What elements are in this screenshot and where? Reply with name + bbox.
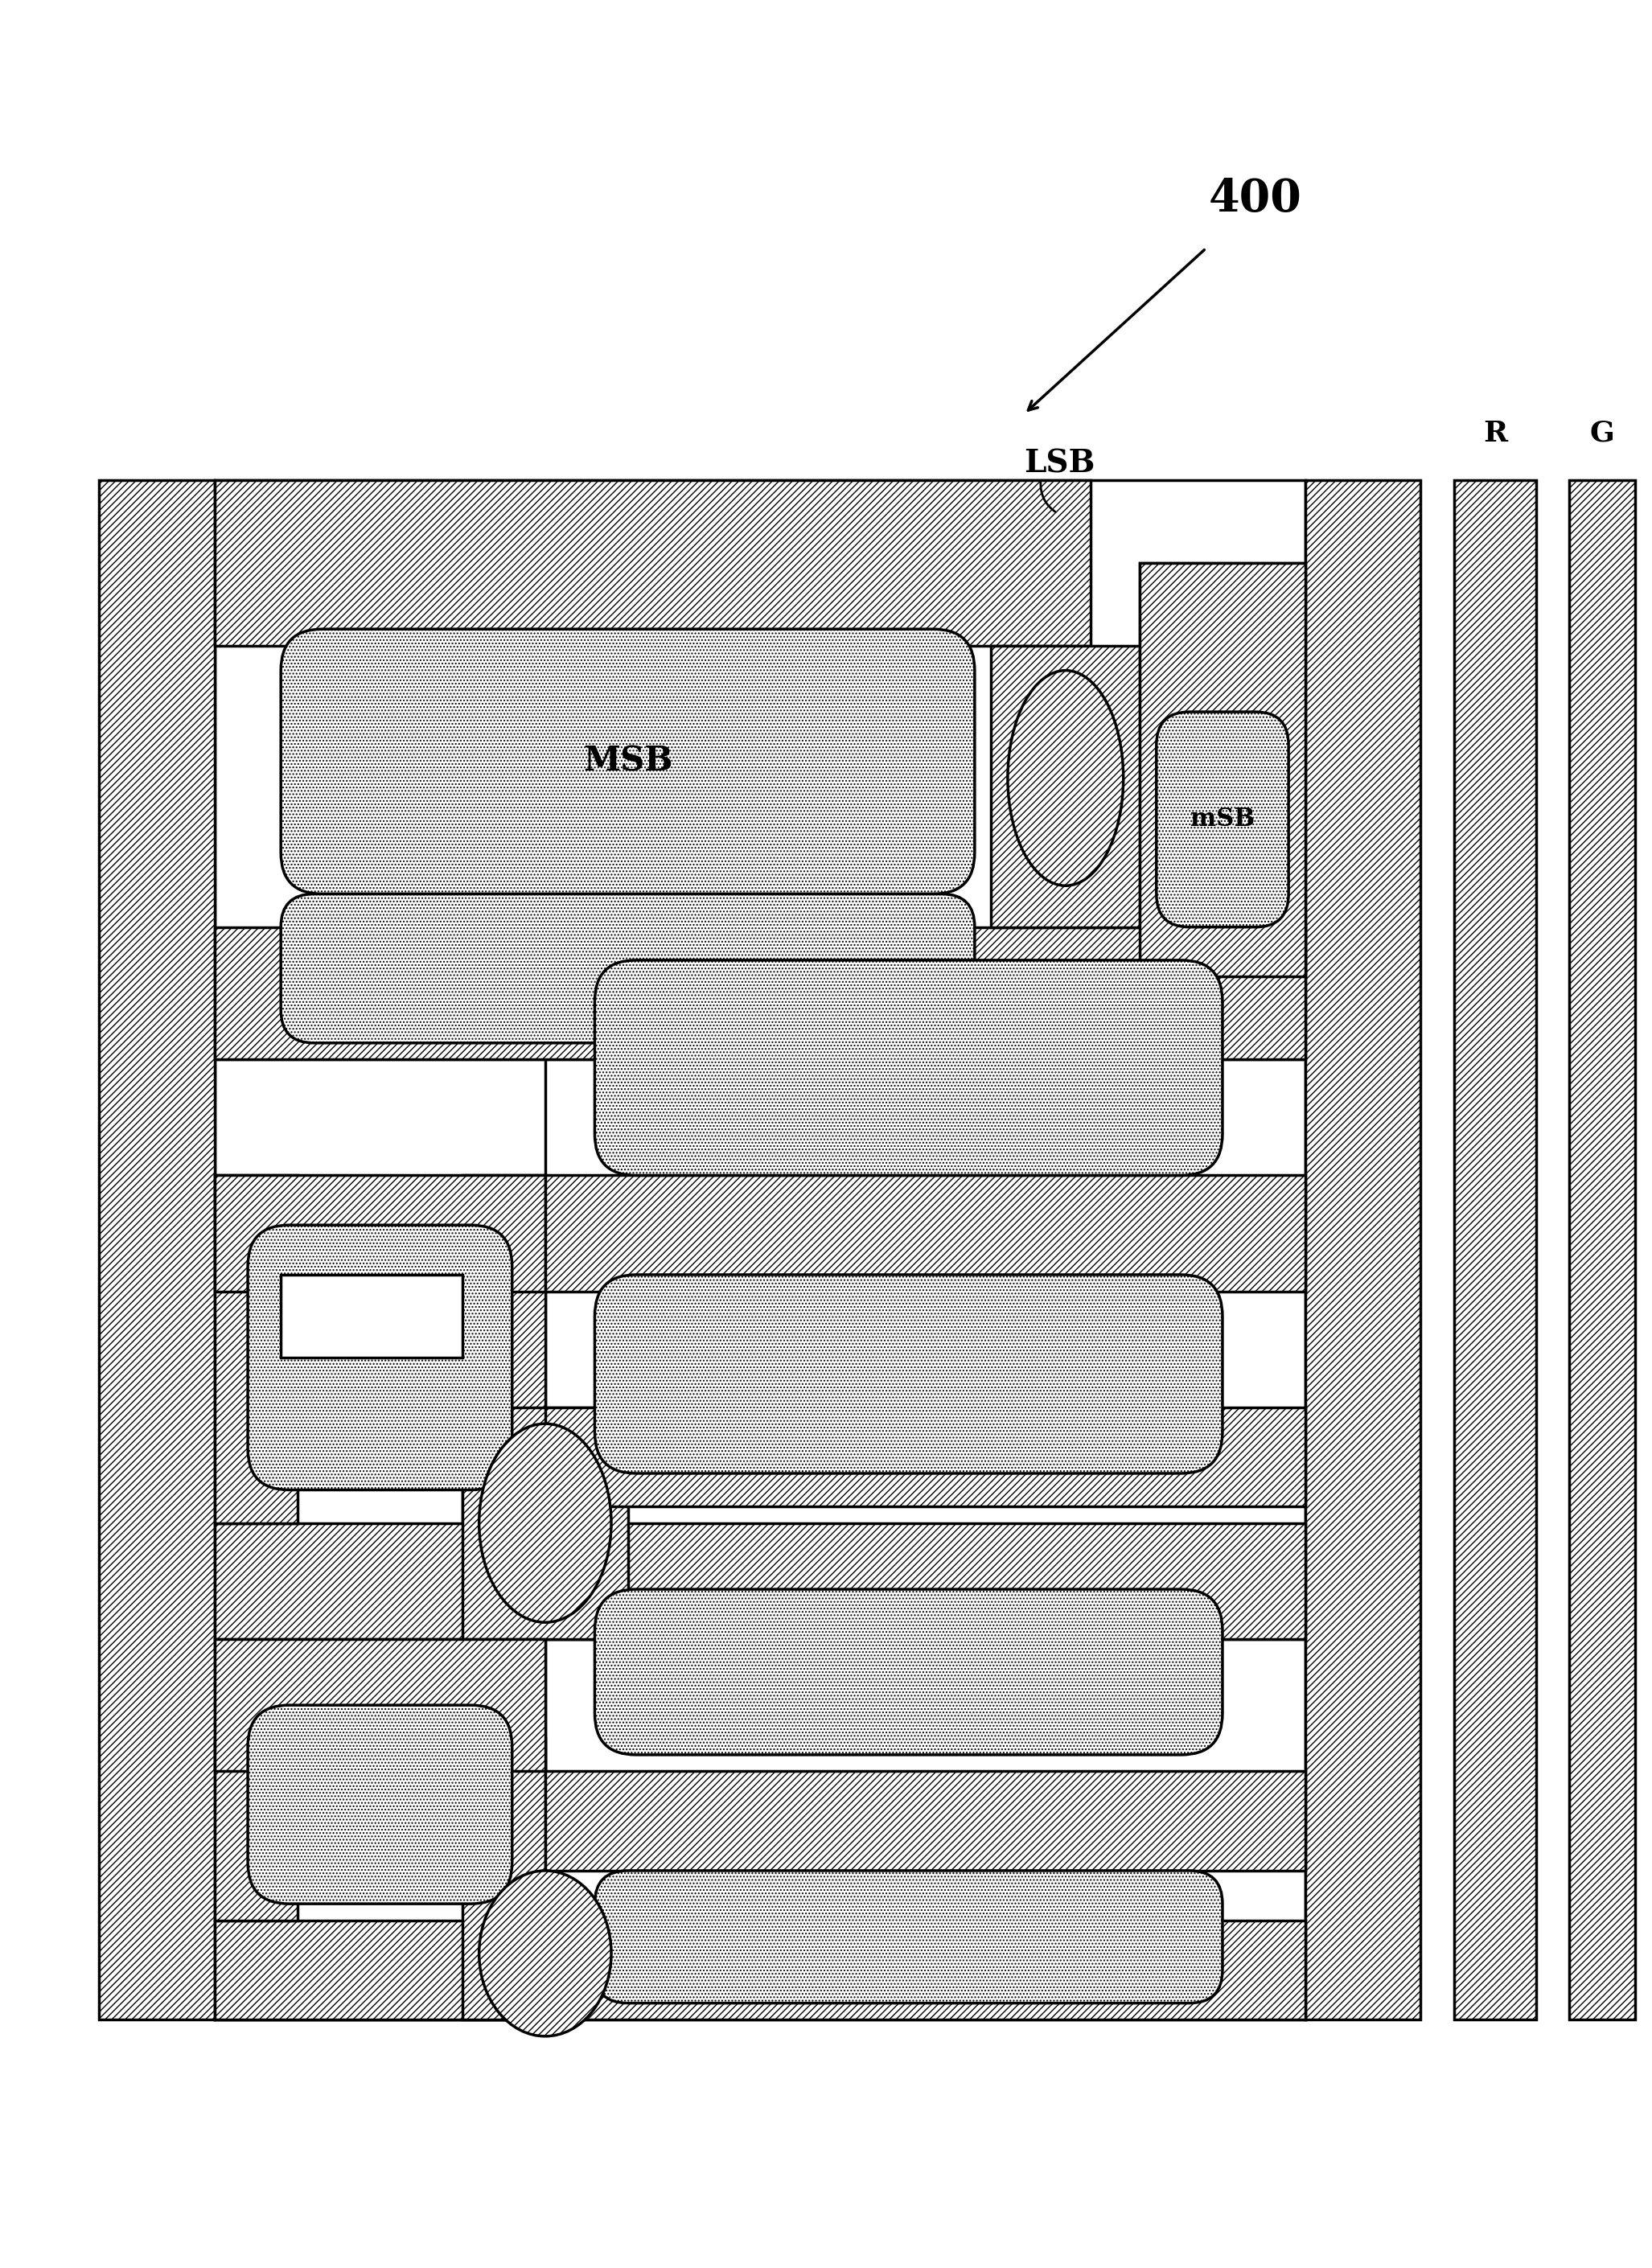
Ellipse shape bbox=[1008, 671, 1123, 887]
Bar bbox=[215, 1175, 297, 1524]
Bar bbox=[991, 646, 1140, 928]
FancyBboxPatch shape bbox=[595, 1275, 1222, 1474]
Bar bbox=[215, 1059, 545, 1640]
Text: LSB: LSB bbox=[1024, 449, 1095, 479]
FancyBboxPatch shape bbox=[248, 1225, 512, 1490]
FancyBboxPatch shape bbox=[248, 1706, 512, 1903]
Bar bbox=[545, 1771, 1305, 1871]
Text: MSB: MSB bbox=[583, 744, 672, 778]
Bar bbox=[215, 1175, 545, 1290]
Text: mSB: mSB bbox=[1189, 807, 1256, 832]
FancyBboxPatch shape bbox=[1156, 712, 1289, 928]
Bar bbox=[99, 481, 215, 2021]
Text: R: R bbox=[1483, 420, 1507, 447]
Bar bbox=[215, 1737, 297, 1921]
Text: 400: 400 bbox=[1209, 177, 1302, 220]
Bar bbox=[1569, 481, 1635, 2021]
Bar bbox=[1140, 562, 1305, 978]
Bar bbox=[281, 1275, 463, 1359]
Ellipse shape bbox=[479, 1424, 611, 1622]
FancyBboxPatch shape bbox=[595, 1871, 1222, 2003]
Bar bbox=[215, 481, 1090, 646]
Bar bbox=[215, 1640, 545, 1771]
Bar bbox=[545, 1175, 1305, 1290]
Bar bbox=[545, 1406, 1305, 1506]
FancyBboxPatch shape bbox=[281, 894, 975, 1043]
Bar bbox=[215, 928, 1305, 1059]
Bar bbox=[215, 1921, 1305, 2021]
Bar bbox=[1140, 562, 1305, 978]
Bar bbox=[463, 1406, 628, 1640]
Bar bbox=[215, 1640, 545, 2021]
Bar bbox=[215, 1640, 1305, 2021]
Bar bbox=[215, 481, 1305, 1059]
Ellipse shape bbox=[479, 1871, 611, 2037]
Bar bbox=[215, 1059, 1305, 1640]
FancyBboxPatch shape bbox=[595, 959, 1222, 1175]
Bar bbox=[1454, 481, 1536, 2021]
Bar bbox=[463, 1737, 545, 2021]
FancyBboxPatch shape bbox=[281, 628, 975, 894]
Text: G: G bbox=[1589, 420, 1616, 447]
Bar bbox=[215, 1524, 1305, 1640]
Bar bbox=[463, 1175, 545, 1524]
Bar bbox=[1305, 481, 1421, 2021]
FancyBboxPatch shape bbox=[595, 1590, 1222, 1755]
